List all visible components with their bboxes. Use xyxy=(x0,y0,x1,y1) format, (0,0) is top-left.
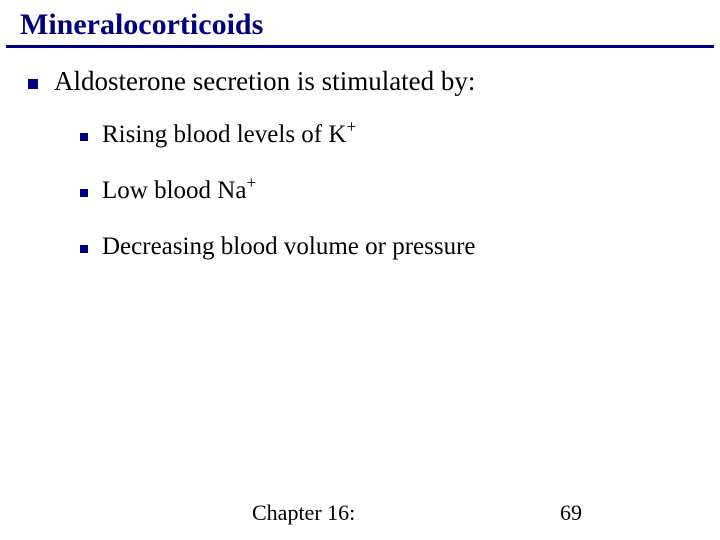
square-bullet-icon xyxy=(80,245,88,253)
list-item-text: Low blood Na+ xyxy=(102,177,256,205)
slide: Mineralocorticoids Aldosterone secretion… xyxy=(0,0,720,540)
list-item-text: Decreasing blood volume or pressure xyxy=(102,233,476,261)
text-pre: Decreasing blood volume or pressure xyxy=(102,233,476,260)
list-item-level1: Aldosterone secretion is stimulated by: xyxy=(28,66,692,97)
list-item-text: Aldosterone secretion is stimulated by: xyxy=(54,66,475,97)
list-item-level2: Low blood Na+ xyxy=(80,177,692,205)
content-area: Aldosterone secretion is stimulated by: … xyxy=(0,48,720,261)
title-area: Mineralocorticoids xyxy=(0,0,720,43)
list-level2-group: Rising blood levels of K+ Low blood Na+ … xyxy=(28,121,692,261)
square-bullet-icon xyxy=(80,133,88,141)
slide-title: Mineralocorticoids xyxy=(20,8,700,41)
list-item-level2: Decreasing blood volume or pressure xyxy=(80,233,692,261)
footer-chapter: Chapter 16: xyxy=(252,500,355,526)
superscript: + xyxy=(246,173,256,193)
square-bullet-icon xyxy=(80,189,88,197)
superscript: + xyxy=(346,117,356,137)
footer-page-number: 69 xyxy=(560,500,582,526)
square-bullet-icon xyxy=(28,79,38,89)
text-pre: Low blood Na xyxy=(102,177,246,204)
text-pre: Rising blood levels of K xyxy=(102,121,346,148)
list-item-text: Rising blood levels of K+ xyxy=(102,121,356,149)
list-item-level2: Rising blood levels of K+ xyxy=(80,121,692,149)
